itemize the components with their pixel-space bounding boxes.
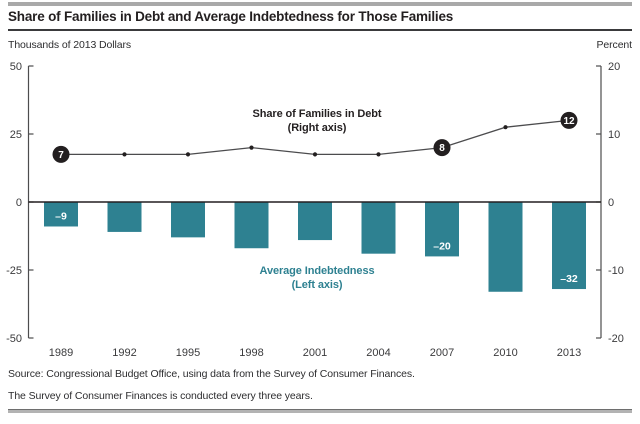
bar-label-2007: –20 [433, 240, 451, 252]
bar-1992 [107, 202, 142, 232]
line-marker-label-2007: 8 [439, 143, 445, 154]
bar-label-1989: –9 [55, 210, 67, 222]
top-divider-bar [8, 2, 632, 6]
x-axis-label-1992: 1992 [112, 347, 136, 359]
footnote: The Survey of Consumer Finances is condu… [8, 390, 313, 402]
bar-1995 [171, 202, 205, 238]
line-marker-label-2013: 12 [563, 116, 575, 127]
left-axis-tick-label: 25 [10, 129, 22, 141]
bar-2013 [552, 202, 586, 290]
bar-1989 [44, 202, 78, 227]
x-axis-label-1995: 1995 [176, 347, 200, 359]
bar-2004 [361, 202, 396, 254]
left-axis-tick-label: 0 [16, 197, 22, 209]
line-marker-circle-2007 [433, 139, 451, 157]
bar-2007 [425, 202, 459, 257]
line-marker-circle-1989 [52, 145, 70, 163]
line-point-2010 [503, 125, 508, 130]
right-axis-tick-label: 20 [608, 61, 620, 73]
left-axis-tick-label: -50 [6, 333, 22, 345]
bar-series-annotation-axis: (Left axis) [292, 279, 343, 291]
x-axis-label-2013: 2013 [557, 347, 581, 359]
page-title: Share of Families in Debt and Average In… [8, 9, 454, 24]
right-axis-tick-label: -20 [608, 333, 624, 345]
line-point-1992 [122, 152, 127, 157]
x-axis-label-2004: 2004 [366, 347, 390, 359]
x-axis-label-2001: 2001 [303, 347, 327, 359]
right-axis-tick-label: 10 [608, 129, 620, 141]
x-axis-label-1998: 1998 [239, 347, 263, 359]
line-marker-label-1989: 7 [58, 150, 64, 161]
left-axis-tick-label: 50 [10, 61, 22, 73]
bar-label-2013: –32 [560, 273, 578, 285]
line-point-1998 [249, 145, 254, 150]
x-axis-label-2010: 2010 [493, 347, 517, 359]
bar-2010 [488, 202, 523, 292]
line-point-1995 [185, 152, 191, 157]
line-point-2001 [312, 152, 318, 157]
bar-1998 [234, 202, 269, 249]
x-axis-label-2007: 2007 [430, 347, 454, 359]
line-point-2004 [376, 152, 381, 157]
bottom-rule-gray [8, 410, 632, 413]
left-axis-tick-label: -25 [6, 265, 22, 277]
right-axis-tick-label: 0 [608, 197, 614, 209]
line-marker-circle-2013 [560, 111, 578, 129]
line-series-annotation-axis: (Right axis) [288, 122, 347, 134]
right-axis-caption: Percent [596, 39, 633, 51]
left-axis-caption: Thousands of 2013 Dollars [8, 39, 131, 51]
source-note: Source: Congressional Budget Office, usi… [8, 368, 415, 380]
x-axis-label-1989: 1989 [49, 347, 73, 359]
line-series-annotation: Share of Families in Debt [253, 108, 382, 120]
bar-2001 [298, 202, 332, 241]
bar-series-annotation: Average Indebtedness [260, 265, 375, 277]
title-rule [8, 29, 632, 31]
bottom-rule-dark [8, 409, 632, 410]
right-axis-tick-label: -10 [608, 265, 624, 277]
